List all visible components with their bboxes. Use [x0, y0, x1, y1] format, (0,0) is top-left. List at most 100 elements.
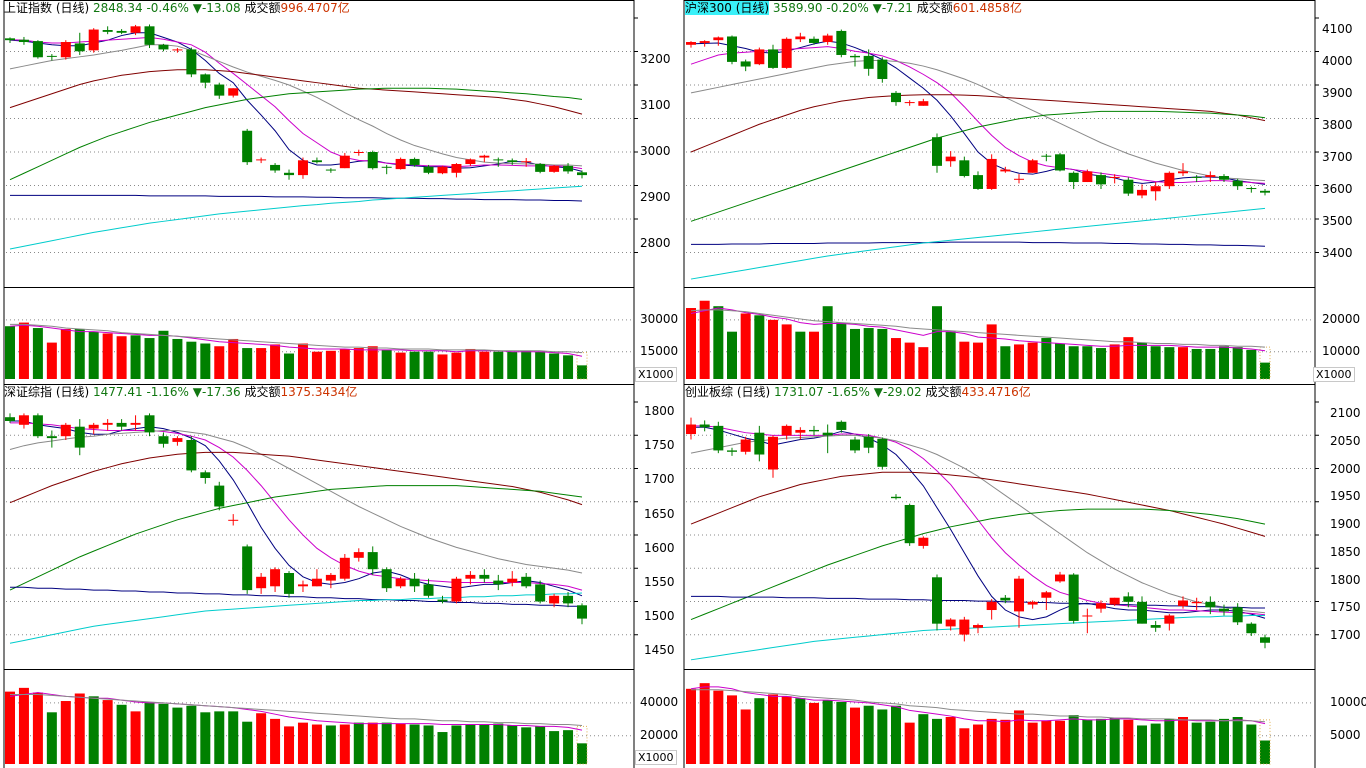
volume-bar	[158, 703, 169, 764]
tick-label: 1800	[1330, 572, 1361, 587]
chart-title-sh-composite: 上证指数 (日线) 2848.34 -0.46% ▼-13.08 成交额996.…	[4, 0, 350, 16]
candle-body	[74, 43, 85, 52]
volume-bar	[822, 306, 833, 379]
volume-bar	[395, 352, 406, 379]
candle-body	[727, 450, 737, 452]
candle-body	[367, 552, 378, 570]
candle-body	[60, 42, 71, 58]
amount-value: 433.4716亿	[961, 385, 1031, 399]
candle-body	[1178, 171, 1188, 174]
volume-bar	[959, 728, 970, 764]
volume-bar	[46, 712, 57, 764]
volume-bar	[959, 341, 970, 379]
tick-label: 3200	[640, 51, 671, 66]
candle-body	[1246, 623, 1257, 634]
candle-body	[395, 158, 406, 170]
candle-body	[297, 584, 308, 587]
volume-bar	[1027, 342, 1038, 379]
candle-body	[809, 429, 819, 432]
volume-bar	[1068, 346, 1079, 379]
volume-bar	[713, 690, 724, 764]
volume-bar	[1178, 717, 1188, 764]
chart-panel-sh-composite: 上证指数 (日线) 2848.34 -0.46% ▼-13.08 成交额996.…	[0, 0, 683, 384]
candle-body	[863, 55, 874, 69]
candle-body	[822, 432, 833, 436]
candle-body	[102, 422, 113, 425]
tick-label: 1900	[1330, 517, 1361, 531]
candle-body	[1041, 592, 1052, 598]
tick-label: 20000	[640, 727, 679, 742]
volume-bar	[228, 338, 239, 379]
volume-bar	[18, 687, 29, 764]
volume-bar	[46, 342, 57, 379]
price-ma-line	[690, 207, 1266, 280]
candle-body	[381, 166, 392, 168]
index-quote: 1731.07 -1.65% ▼-29.02	[774, 385, 922, 399]
candle-body	[1055, 574, 1065, 582]
candle-body	[493, 159, 504, 161]
candle-body	[144, 415, 155, 433]
volume-bar	[699, 683, 710, 764]
tick-label: 5000	[1330, 727, 1361, 742]
candle-body	[186, 440, 197, 471]
volume-bar	[1164, 347, 1175, 379]
candle-body	[1260, 637, 1270, 643]
candle-body	[945, 619, 956, 627]
candles	[686, 417, 1270, 649]
candle-body	[918, 537, 929, 546]
amount-value: 996.4707亿	[280, 1, 350, 15]
volume-bar	[1027, 722, 1038, 764]
volume-bar	[1109, 344, 1120, 379]
candle-body	[1219, 176, 1229, 180]
volume-bars	[5, 322, 587, 379]
price-ma-line	[690, 60, 1266, 182]
tick-label: 1700	[644, 472, 675, 487]
volume-bar	[945, 717, 956, 764]
volume-bar	[891, 705, 901, 764]
amount-label: 成交额	[925, 385, 962, 399]
candle-body	[836, 421, 847, 430]
volume-bar	[88, 696, 99, 764]
volume-bar	[1055, 720, 1065, 764]
candle-body	[130, 422, 141, 425]
chart-plot-chinext	[683, 384, 1319, 768]
candle-body	[339, 155, 350, 169]
candles	[5, 413, 587, 625]
volume-bar	[1041, 720, 1052, 764]
candle-body	[437, 166, 448, 174]
volume-bar	[1082, 346, 1093, 379]
candle-body	[891, 496, 901, 499]
candle-body	[1232, 180, 1243, 187]
volume-bar	[270, 718, 281, 764]
tick-label: 2100	[1330, 406, 1361, 420]
volume-bar	[1137, 342, 1147, 379]
candle-body	[270, 164, 281, 171]
candle-body	[130, 26, 141, 33]
price-ma-line	[10, 586, 582, 607]
candle-body	[228, 519, 239, 521]
volume-bar	[451, 352, 462, 379]
volume-bar	[577, 365, 587, 379]
volume-bar	[409, 724, 420, 764]
candle-body	[1205, 601, 1216, 608]
index-quote: 2848.34 -0.46% ▼-13.08	[93, 1, 241, 15]
index-name: 创业板综 (日线)	[685, 385, 771, 399]
volume-bar	[284, 726, 295, 764]
candle-body	[822, 35, 833, 43]
candle-body	[1082, 615, 1093, 617]
tick-label: 1750	[644, 438, 675, 453]
volume-bar	[339, 724, 350, 764]
index-name: 上证指数 (日线)	[4, 1, 90, 15]
chart-panel-csi300: 沪深300 (日线) 3589.90 -0.20% ▼-7.21 成交额601.…	[635, 0, 1366, 384]
volume-bar	[465, 724, 476, 764]
index-quote: 3589.90 -0.20% ▼-7.21	[772, 1, 913, 15]
tick-label: 2800	[640, 236, 671, 251]
volume-bar	[781, 324, 792, 379]
volume-bar	[5, 691, 15, 764]
tick-label: 1650	[644, 506, 675, 521]
volume-bar	[1150, 723, 1161, 764]
candle-body	[727, 36, 737, 62]
candle-body	[1027, 160, 1038, 173]
volume-bar	[507, 725, 518, 764]
volume-bar	[479, 351, 490, 379]
